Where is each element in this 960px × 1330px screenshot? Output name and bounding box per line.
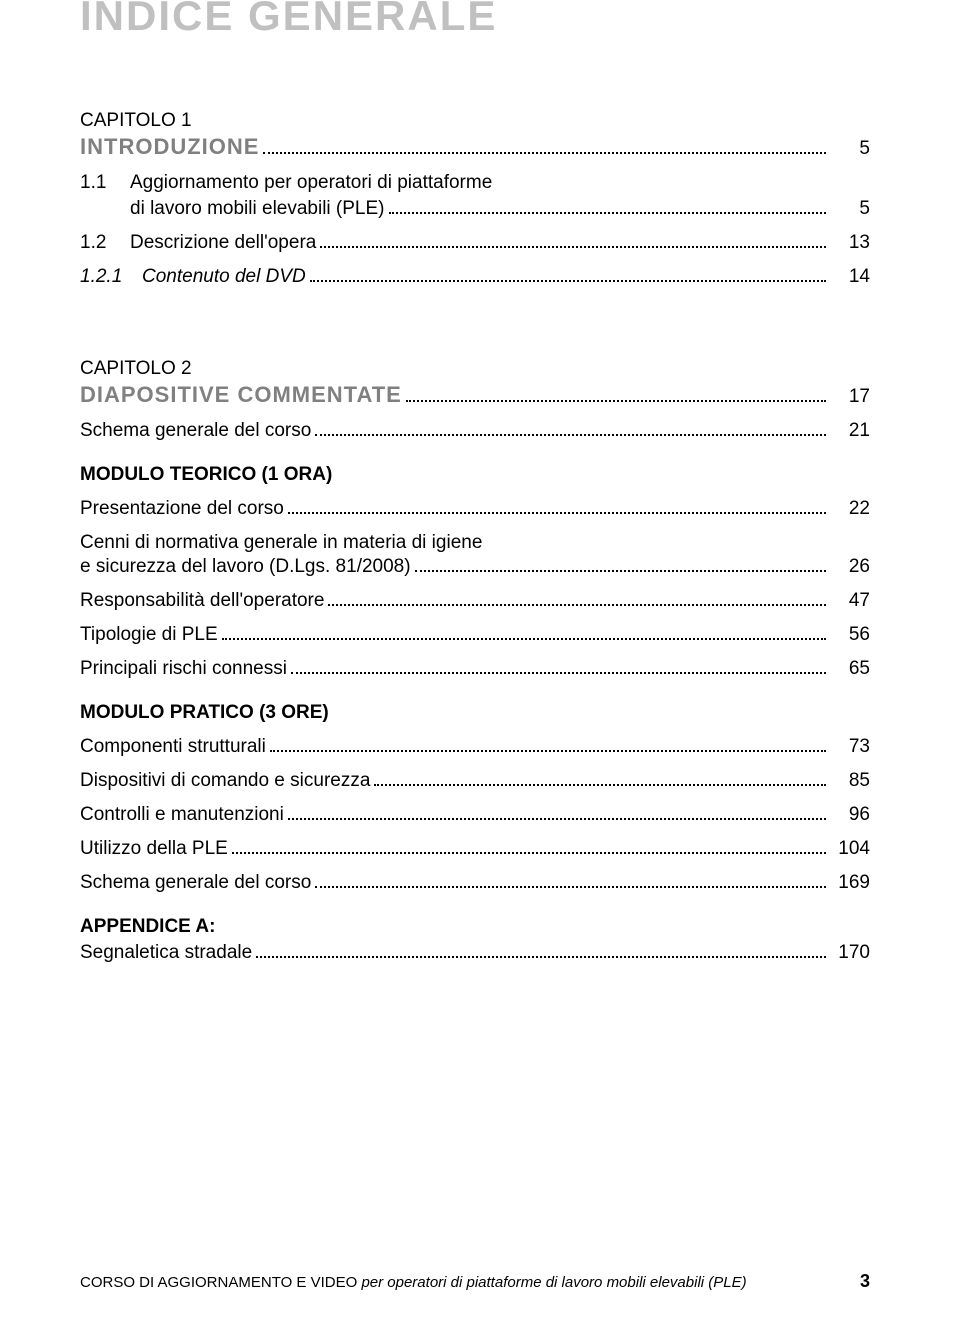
dots [415, 570, 826, 572]
toc-label: e sicurezza del lavoro (D.Lgs. 81/2008) [80, 556, 411, 578]
toc-label: Aggiornamento per operatori di piattafor… [130, 172, 492, 194]
toc-label: Componenti strutturali [80, 736, 266, 758]
toc-entry-presentazione: Presentazione del corso 22 [80, 498, 870, 520]
footer-italic: per operatori di piattaforme di lavoro m… [361, 1274, 746, 1291]
dots [270, 750, 826, 752]
toc-label: Schema generale del corso [80, 872, 311, 894]
chapter-1: CAPITOLO 1 INTRODUZIONE 5 1.1 Aggiorname… [80, 110, 870, 288]
toc-entry-schema: Schema generale del corso 21 [80, 420, 870, 442]
toc-label: Segnaletica stradale [80, 942, 252, 964]
toc-entry-1-2: 1.2 Descrizione dell'opera 13 [80, 232, 870, 254]
toc-page: 26 [830, 556, 870, 578]
toc-label: di lavoro mobili elevabili (PLE) [130, 198, 385, 220]
toc-entry-cenni-line1: Cenni di normativa generale in materia d… [80, 532, 870, 554]
dots [232, 852, 826, 854]
chapter-2-page: 17 [830, 386, 870, 408]
toc-page: 65 [830, 658, 870, 680]
dots [406, 400, 826, 402]
dots [222, 638, 826, 640]
dots [256, 956, 826, 958]
dots [389, 212, 827, 214]
toc-entry-componenti: Componenti strutturali 73 [80, 736, 870, 758]
toc-label: Cenni di normativa generale in materia d… [80, 532, 482, 554]
toc-label: Contenuto del DVD [142, 266, 306, 288]
toc-page: 5 [830, 198, 870, 220]
toc-page: 169 [830, 872, 870, 894]
toc-entry-cenni-line2: e sicurezza del lavoro (D.Lgs. 81/2008) … [80, 556, 870, 578]
toc-entry-dispositivi: Dispositivi di comando e sicurezza 85 [80, 770, 870, 792]
toc-page: 104 [830, 838, 870, 860]
toc-label: Controlli e manutenzioni [80, 804, 284, 826]
toc-label: Schema generale del corso [80, 420, 311, 442]
dots [320, 246, 826, 248]
footer-text: CORSO DI AGGIORNAMENTO E VIDEO per opera… [80, 1274, 840, 1291]
page-footer: CORSO DI AGGIORNAMENTO E VIDEO per opera… [80, 1271, 870, 1292]
chapter-1-title: INTRODUZIONE [80, 134, 259, 160]
toc-page: 47 [830, 590, 870, 612]
appendix-title: APPENDICE A: [80, 916, 870, 938]
module-pratico-title: MODULO PRATICO (3 ORE) [80, 702, 870, 724]
page-title: INDICE GENERALE [80, 0, 870, 40]
toc-page: 170 [830, 942, 870, 964]
toc-label: Responsabilità dell'operatore [80, 590, 324, 612]
chapter-2-label: CAPITOLO 2 [80, 358, 870, 380]
dots [291, 672, 826, 674]
toc-entry-tipologie: Tipologie di PLE 56 [80, 624, 870, 646]
footer-bold: CORSO DI AGGIORNAMENTO E VIDEO [80, 1274, 361, 1291]
dots [263, 152, 826, 154]
toc-page: 85 [830, 770, 870, 792]
dots [374, 784, 826, 786]
footer-page-number: 3 [860, 1271, 870, 1292]
dots [315, 434, 826, 436]
chapter-2: CAPITOLO 2 DIAPOSITIVE COMMENTATE 17 Sch… [80, 358, 870, 964]
toc-entry-segnaletica: Segnaletica stradale 170 [80, 942, 870, 964]
toc-entry-responsabilita: Responsabilità dell'operatore 47 [80, 590, 870, 612]
chapter-2-title: DIAPOSITIVE COMMENTATE [80, 382, 402, 408]
toc-page: 21 [830, 420, 870, 442]
toc-entry-utilizzo: Utilizzo della PLE 104 [80, 838, 870, 860]
toc-num: 1.1 [80, 172, 130, 194]
toc-entry-1-1-line2: di lavoro mobili elevabili (PLE) 5 [80, 198, 870, 220]
dots [328, 604, 826, 606]
toc-entry-controlli: Controlli e manutenzioni 96 [80, 804, 870, 826]
dots [288, 512, 826, 514]
dots [315, 886, 826, 888]
toc-page: 96 [830, 804, 870, 826]
toc-label: Principali rischi connessi [80, 658, 287, 680]
module-teorico-title: MODULO TEORICO (1 ORA) [80, 464, 870, 486]
toc-label: Dispositivi di comando e sicurezza [80, 770, 370, 792]
dots [310, 280, 826, 282]
toc-entry-rischi: Principali rischi connessi 65 [80, 658, 870, 680]
dots [288, 818, 826, 820]
toc-page: 73 [830, 736, 870, 758]
toc-page: 56 [830, 624, 870, 646]
toc-label: Utilizzo della PLE [80, 838, 228, 860]
toc-label: Descrizione dell'opera [130, 232, 316, 254]
toc-entry-schema2: Schema generale del corso 169 [80, 872, 870, 894]
chapter-1-page: 5 [830, 138, 870, 160]
chapter-1-label: CAPITOLO 1 [80, 110, 870, 132]
toc-num: 1.2.1 [80, 266, 142, 288]
toc-entry-1-2-1: 1.2.1 Contenuto del DVD 14 [80, 266, 870, 288]
toc-label: Tipologie di PLE [80, 624, 218, 646]
toc-label: Presentazione del corso [80, 498, 284, 520]
toc-entry-1-1: 1.1 Aggiornamento per operatori di piatt… [80, 172, 870, 194]
toc-num: 1.2 [80, 232, 130, 254]
toc-page: 22 [830, 498, 870, 520]
toc-page: 13 [830, 232, 870, 254]
toc-page: 14 [830, 266, 870, 288]
